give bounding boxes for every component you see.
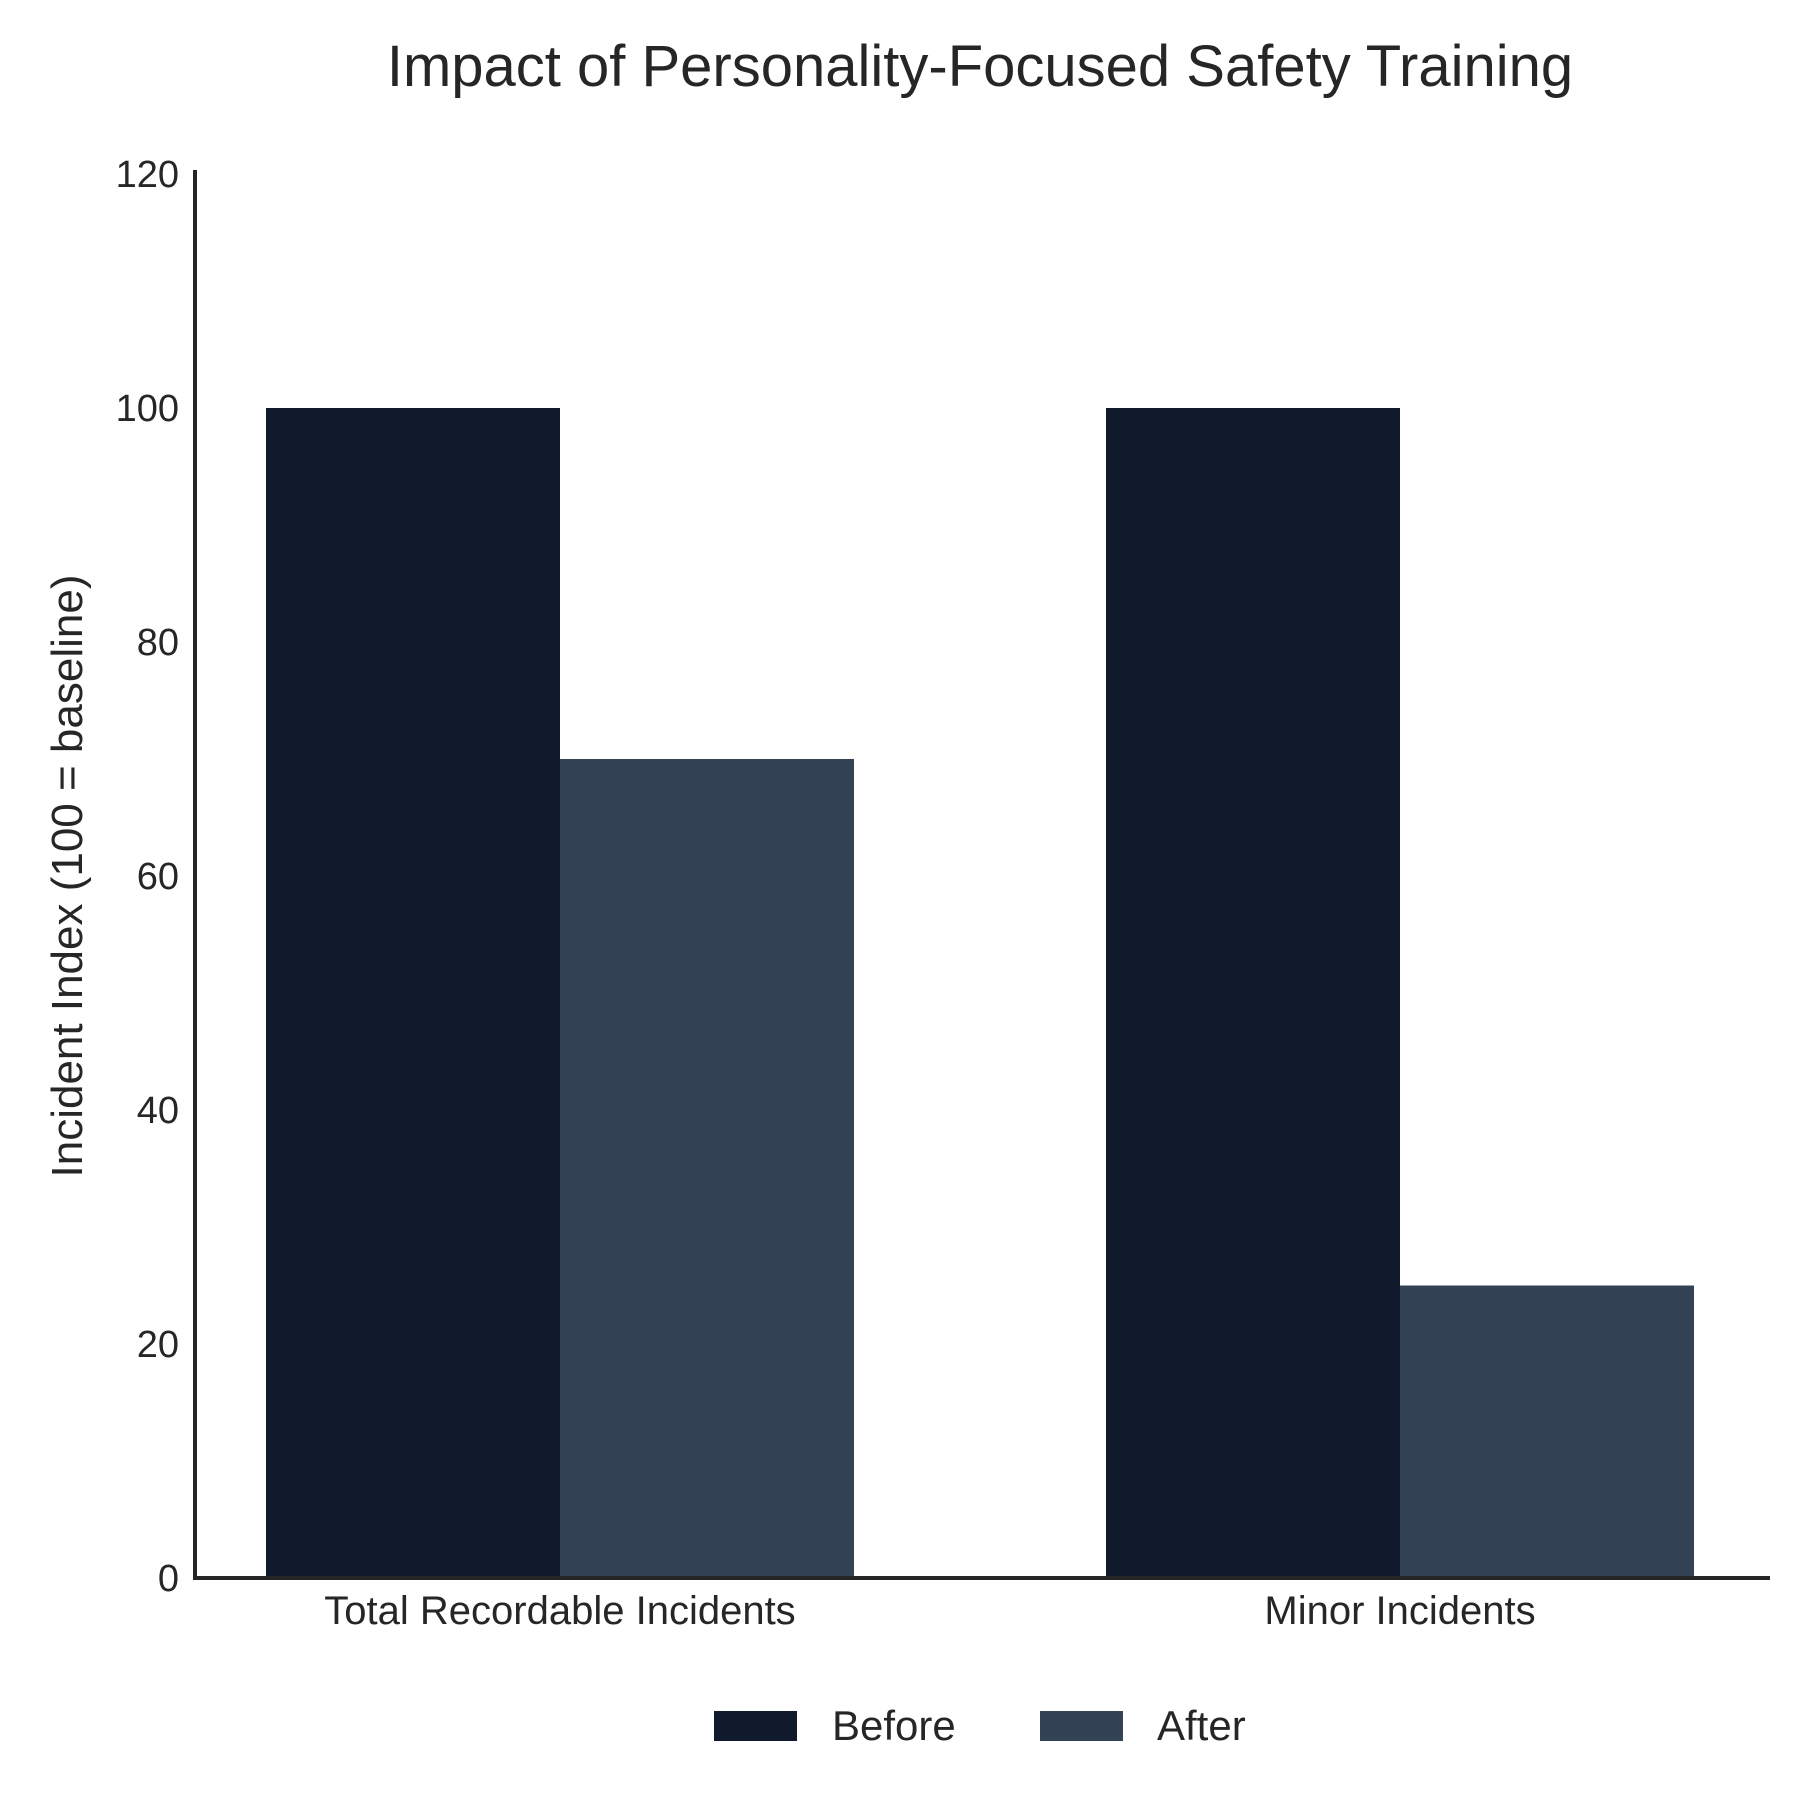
bar-after-1 bbox=[560, 759, 854, 1578]
x-ticks-group: Total Recordable Incidents Minor Incident… bbox=[324, 1589, 1535, 1633]
bar-before-2 bbox=[1106, 408, 1400, 1578]
y-ticks-group: 0 20 40 60 80 100 120 bbox=[116, 154, 179, 1600]
bar-before-1 bbox=[266, 408, 560, 1578]
y-tick-label: 20 bbox=[137, 1324, 179, 1366]
x-tick-label: Total Recordable Incidents bbox=[324, 1589, 795, 1633]
bar-after-2 bbox=[1400, 1285, 1694, 1578]
legend: Before After bbox=[714, 1702, 1246, 1749]
bars-group bbox=[266, 408, 1694, 1578]
y-tick-label: 40 bbox=[137, 1090, 179, 1132]
legend-label-before: Before bbox=[832, 1702, 956, 1749]
legend-label-after: After bbox=[1157, 1702, 1246, 1749]
y-tick-label: 80 bbox=[137, 622, 179, 664]
y-tick-label: 60 bbox=[137, 856, 179, 898]
x-tick-label: Minor Incidents bbox=[1264, 1589, 1535, 1633]
y-tick-label: 100 bbox=[116, 388, 179, 430]
y-tick-label: 0 bbox=[158, 1558, 179, 1600]
y-tick-label: 120 bbox=[116, 154, 179, 196]
legend-swatch-after bbox=[1040, 1711, 1123, 1741]
y-axis-label: Incident Index (100 = baseline) bbox=[43, 575, 92, 1178]
legend-swatch-before bbox=[714, 1711, 797, 1741]
chart-title: Impact of Personality-Focused Safety Tra… bbox=[387, 34, 1573, 99]
